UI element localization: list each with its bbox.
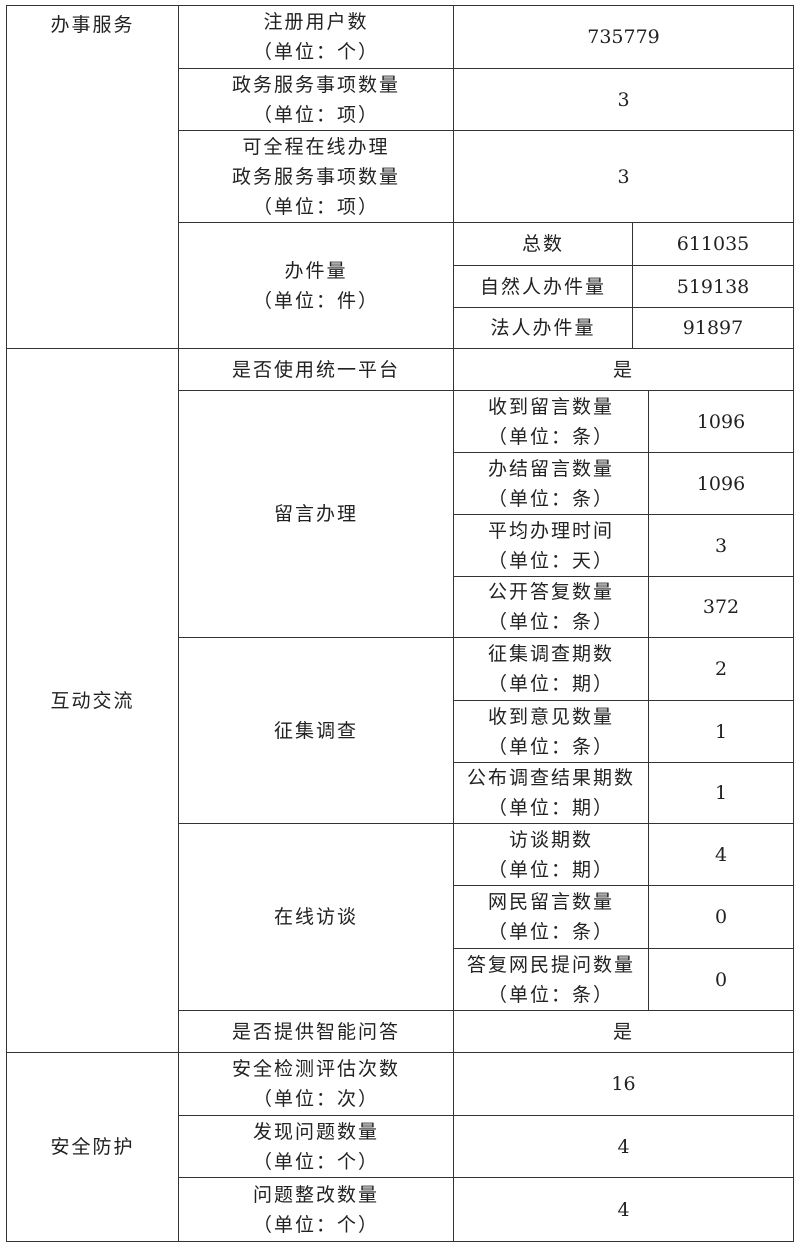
sub-row-value: 1: [648, 762, 794, 824]
section-label-security: 安全防护: [6, 1052, 179, 1242]
sub-row-label: 收到留言数量 （单位：条）: [453, 390, 649, 453]
sub-row-label: 公开答复数量 （单位：条）: [453, 576, 649, 638]
sub-row-value: 0: [648, 948, 794, 1011]
sub-row-value: 519138: [632, 265, 794, 308]
group-label: 在线访谈: [178, 823, 454, 1011]
sub-row-label: 收到意见数量 （单位：条）: [453, 700, 649, 763]
row-value: 是: [453, 348, 794, 391]
row-value: 16: [453, 1052, 794, 1116]
sub-row-value: 1: [648, 700, 794, 763]
group-label: 留言办理: [178, 390, 454, 638]
row-label: 是否提供智能问答: [178, 1010, 454, 1053]
sub-row-value: 4: [648, 823, 794, 886]
sub-row-value: 611035: [632, 222, 794, 266]
sub-row-label: 网民留言数量 （单位：条）: [453, 885, 649, 949]
sub-row-value: 1096: [648, 452, 794, 515]
sub-row-value: 2: [648, 637, 794, 701]
sub-row-label: 公布调查结果期数 （单位：期）: [453, 762, 649, 824]
row-value: 3: [453, 68, 794, 131]
row-value: 是: [453, 1010, 794, 1053]
sub-row-label: 总数: [453, 222, 633, 266]
row-value: 4: [453, 1115, 794, 1178]
row-label: 是否使用统一平台: [178, 348, 454, 391]
row-label: 问题整改数量 （单位：个）: [178, 1177, 454, 1242]
sub-row-value: 3: [648, 514, 794, 577]
sub-row-label: 自然人办件量: [453, 265, 633, 308]
group-label: 办件量 （单位：件）: [178, 222, 454, 349]
row-value: 735779: [453, 5, 794, 69]
sub-row-label: 平均办理时间 （单位：天）: [453, 514, 649, 577]
sub-row-label: 征集调查期数 （单位：期）: [453, 637, 649, 701]
sub-row-value: 372: [648, 576, 794, 638]
row-value: 4: [453, 1177, 794, 1242]
row-label: 注册用户数 （单位：个）: [178, 5, 454, 69]
sub-row-value: 91897: [632, 307, 794, 349]
section-label-service: 办事服务: [6, 5, 179, 349]
sub-row-value: 1096: [648, 390, 794, 453]
sub-row-label: 法人办件量: [453, 307, 633, 349]
section-label-interaction: 互动交流: [6, 348, 179, 1053]
row-label: 发现问题数量 （单位：个）: [178, 1115, 454, 1178]
sub-row-label: 办结留言数量 （单位：条）: [453, 452, 649, 515]
sub-row-label: 访谈期数 （单位：期）: [453, 823, 649, 886]
group-label: 征集调查: [178, 637, 454, 824]
row-value: 3: [453, 130, 794, 223]
row-label: 可全程在线办理 政务服务事项数量 （单位：项）: [178, 130, 454, 223]
sub-row-label: 答复网民提问数量 （单位：条）: [453, 948, 649, 1011]
sub-row-value: 0: [648, 885, 794, 949]
row-label: 安全检测评估次数 （单位：次）: [178, 1052, 454, 1116]
row-label: 政务服务事项数量 （单位：项）: [178, 68, 454, 131]
